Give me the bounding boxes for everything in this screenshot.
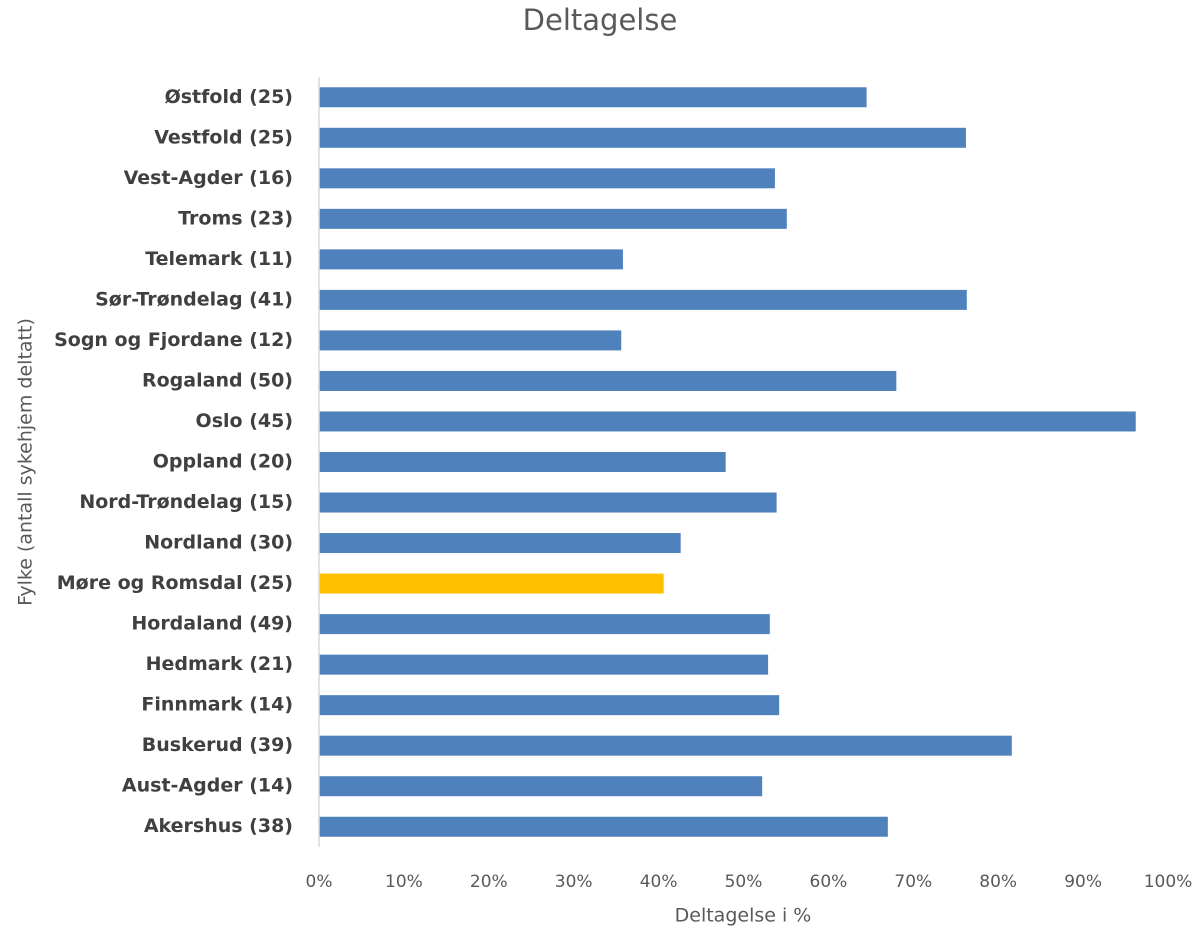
x-tick-label: 50% [725, 872, 763, 892]
x-axis-label: Deltagelse i % [675, 905, 812, 927]
bar [319, 87, 867, 108]
bar [319, 370, 897, 391]
bar [319, 249, 623, 270]
y-tick-label: Hordaland (49) [131, 613, 293, 635]
x-tick-label: 20% [470, 872, 508, 892]
x-tick-label: 70% [894, 872, 932, 892]
y-tick-label: Nord-Trøndelag (15) [79, 491, 293, 513]
bar [319, 208, 787, 229]
x-tick-label: 30% [555, 872, 593, 892]
x-tick-label: 90% [1064, 872, 1102, 892]
bar [319, 735, 1012, 756]
y-tick-label: Vest-Agder (16) [124, 167, 293, 189]
bar [319, 330, 622, 351]
y-tick-label: Oslo (45) [196, 410, 293, 432]
y-tick-label: Oppland (20) [153, 451, 293, 473]
y-tick-label: Sør-Trøndelag (41) [95, 288, 293, 310]
bar [319, 614, 770, 635]
bar [319, 654, 769, 675]
x-tick-label: 100% [1144, 872, 1193, 892]
bar [319, 452, 726, 472]
y-tick-label: Buskerud (39) [142, 734, 293, 756]
bar [319, 411, 1136, 432]
x-tick-label: 10% [385, 872, 423, 892]
chart-title: Deltagelse [523, 3, 678, 37]
bar [319, 127, 966, 148]
bar [319, 816, 888, 837]
y-tick-label: Vestfold (25) [154, 126, 293, 148]
y-tick-label: Finnmark (14) [141, 694, 293, 716]
y-tick-label: Nordland (30) [144, 532, 293, 554]
y-tick-label: Akershus (38) [144, 815, 293, 837]
bar [319, 573, 664, 594]
y-tick-label: Sogn og Fjordane (12) [54, 329, 293, 351]
y-tick-label: Møre og Romsdal (25) [57, 572, 293, 594]
bar [319, 492, 777, 513]
y-axis-label: Fylke (antall sykehjem deltatt) [15, 318, 37, 606]
x-tick-label: 60% [810, 872, 848, 892]
bar [319, 533, 681, 554]
y-tick-label: Hedmark (21) [146, 653, 293, 675]
bar [319, 776, 763, 797]
y-tick-label: Østfold (25) [165, 86, 293, 108]
y-tick-label: Aust-Agder (14) [122, 775, 293, 797]
x-tick-label: 40% [640, 872, 678, 892]
y-tick-label: Rogaland (50) [142, 369, 293, 391]
bar [319, 168, 775, 189]
y-tick-label: Telemark (11) [145, 248, 293, 270]
x-tick-label: 0% [306, 872, 333, 892]
x-tick-label: 80% [979, 872, 1017, 892]
bar [319, 695, 780, 716]
y-tick-label: Troms (23) [178, 207, 293, 229]
bar [319, 289, 967, 310]
